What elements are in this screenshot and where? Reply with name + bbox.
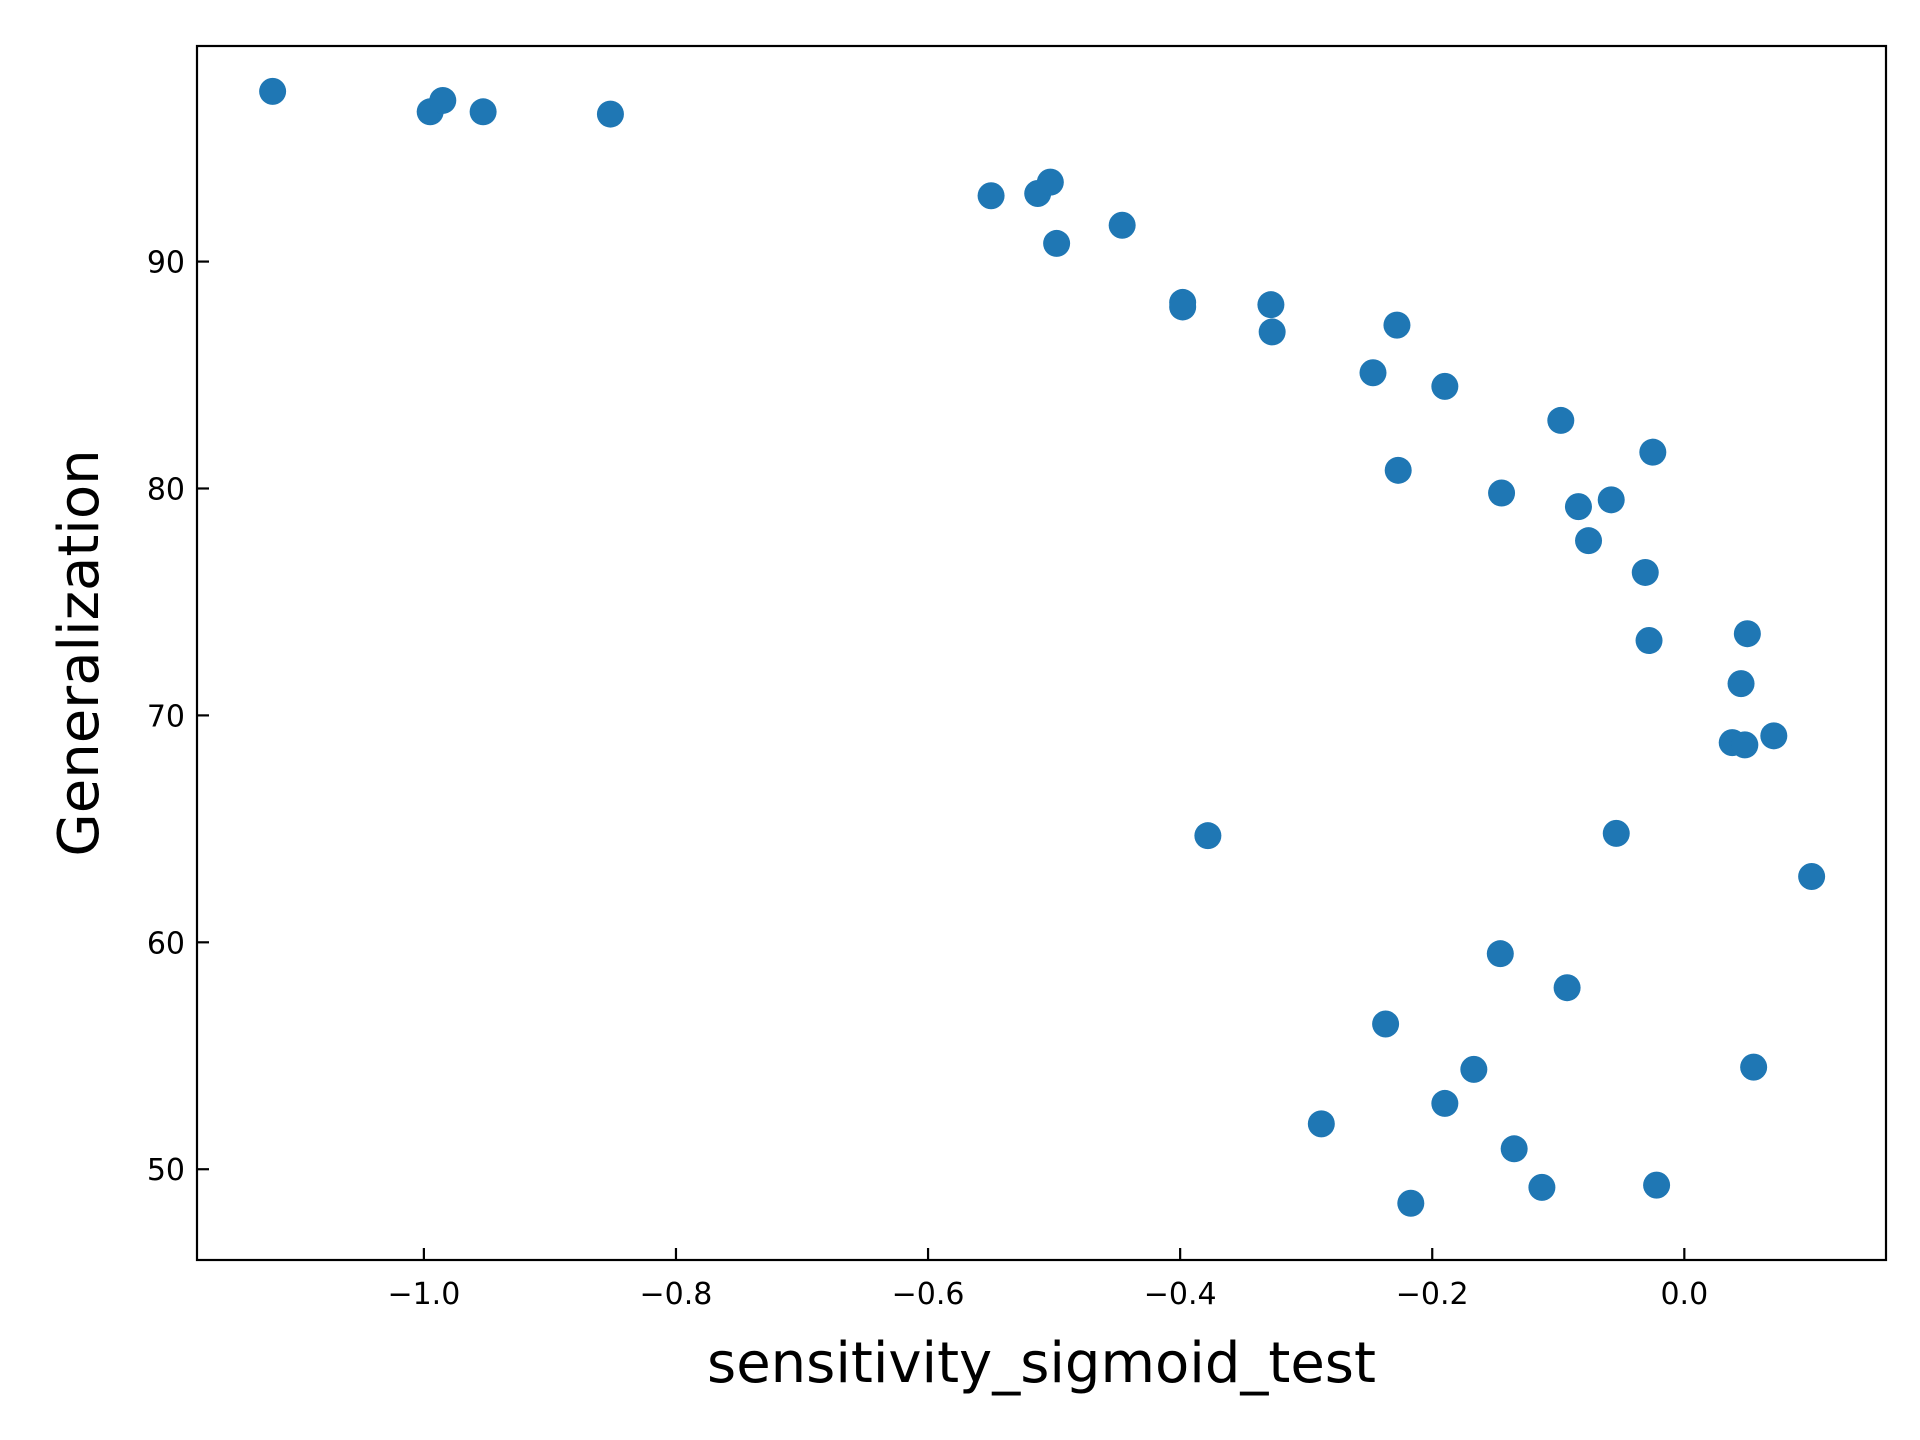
data-point-35 [1635,627,1663,655]
data-point-26 [1500,1135,1528,1163]
data-point-43 [1760,722,1788,750]
data-point-5 [977,182,1005,210]
x-axis-label: sensitivity_sigmoid_test [707,1331,1376,1396]
data-point-18 [1384,456,1412,484]
data-point-8 [1043,229,1071,257]
data-point-27 [1528,1173,1556,1201]
data-point-36 [1639,438,1667,466]
data-point-22 [1431,1089,1459,1117]
data-point-24 [1488,479,1516,507]
data-point-42 [1740,1053,1768,1081]
x-tick-label: −1.0 [387,1277,460,1312]
y-tick-label: 90 [147,246,185,281]
data-point-16 [1359,359,1387,387]
x-tick-label: 0.0 [1660,1277,1708,1312]
data-point-44 [1798,863,1826,891]
data-point-23 [1460,1055,1488,1083]
data-point-17 [1383,311,1411,339]
data-point-21 [1431,372,1459,400]
data-point-20 [1397,1189,1425,1217]
y-tick-label: 60 [147,926,185,961]
data-point-28 [1547,406,1575,434]
x-axis-ticks: −1.0 −0.8 −0.6 −0.4 −0.2 0.0 [387,1248,1708,1312]
data-point-2 [429,86,457,114]
data-point-12 [1257,291,1285,319]
x-tick-label: −0.4 [1144,1277,1217,1312]
data-point-9 [1108,211,1136,239]
data-points [259,77,1826,1217]
data-point-33 [1602,819,1630,847]
data-point-32 [1597,486,1625,514]
data-point-3 [469,98,497,126]
data-point-19 [1372,1010,1400,1038]
y-tick-label: 80 [147,472,185,507]
y-tick-label: 70 [147,699,185,734]
data-point-15 [1307,1110,1335,1138]
y-axis-label: Generalization [47,449,112,856]
data-point-0 [259,77,287,105]
data-point-39 [1727,670,1755,698]
x-tick-label: −0.2 [1396,1277,1469,1312]
data-point-11 [1169,293,1197,321]
plot-area-frame [195,44,1888,1262]
data-point-31 [1575,527,1603,555]
data-point-37 [1643,1171,1671,1199]
data-point-13 [1258,318,1286,346]
y-tick-label: 50 [147,1153,185,1188]
data-point-40 [1731,731,1759,759]
data-point-14 [1194,822,1222,850]
x-tick-label: −0.6 [892,1277,965,1312]
data-point-41 [1733,620,1761,648]
y-axis-ticks: 50 60 70 80 90 [147,246,209,1188]
x-tick-label: −0.8 [640,1277,713,1312]
data-point-4 [596,100,624,128]
data-point-29 [1553,974,1581,1002]
data-point-34 [1631,558,1659,586]
data-point-25 [1486,940,1514,968]
data-point-30 [1564,493,1592,521]
data-point-7 [1036,168,1064,196]
